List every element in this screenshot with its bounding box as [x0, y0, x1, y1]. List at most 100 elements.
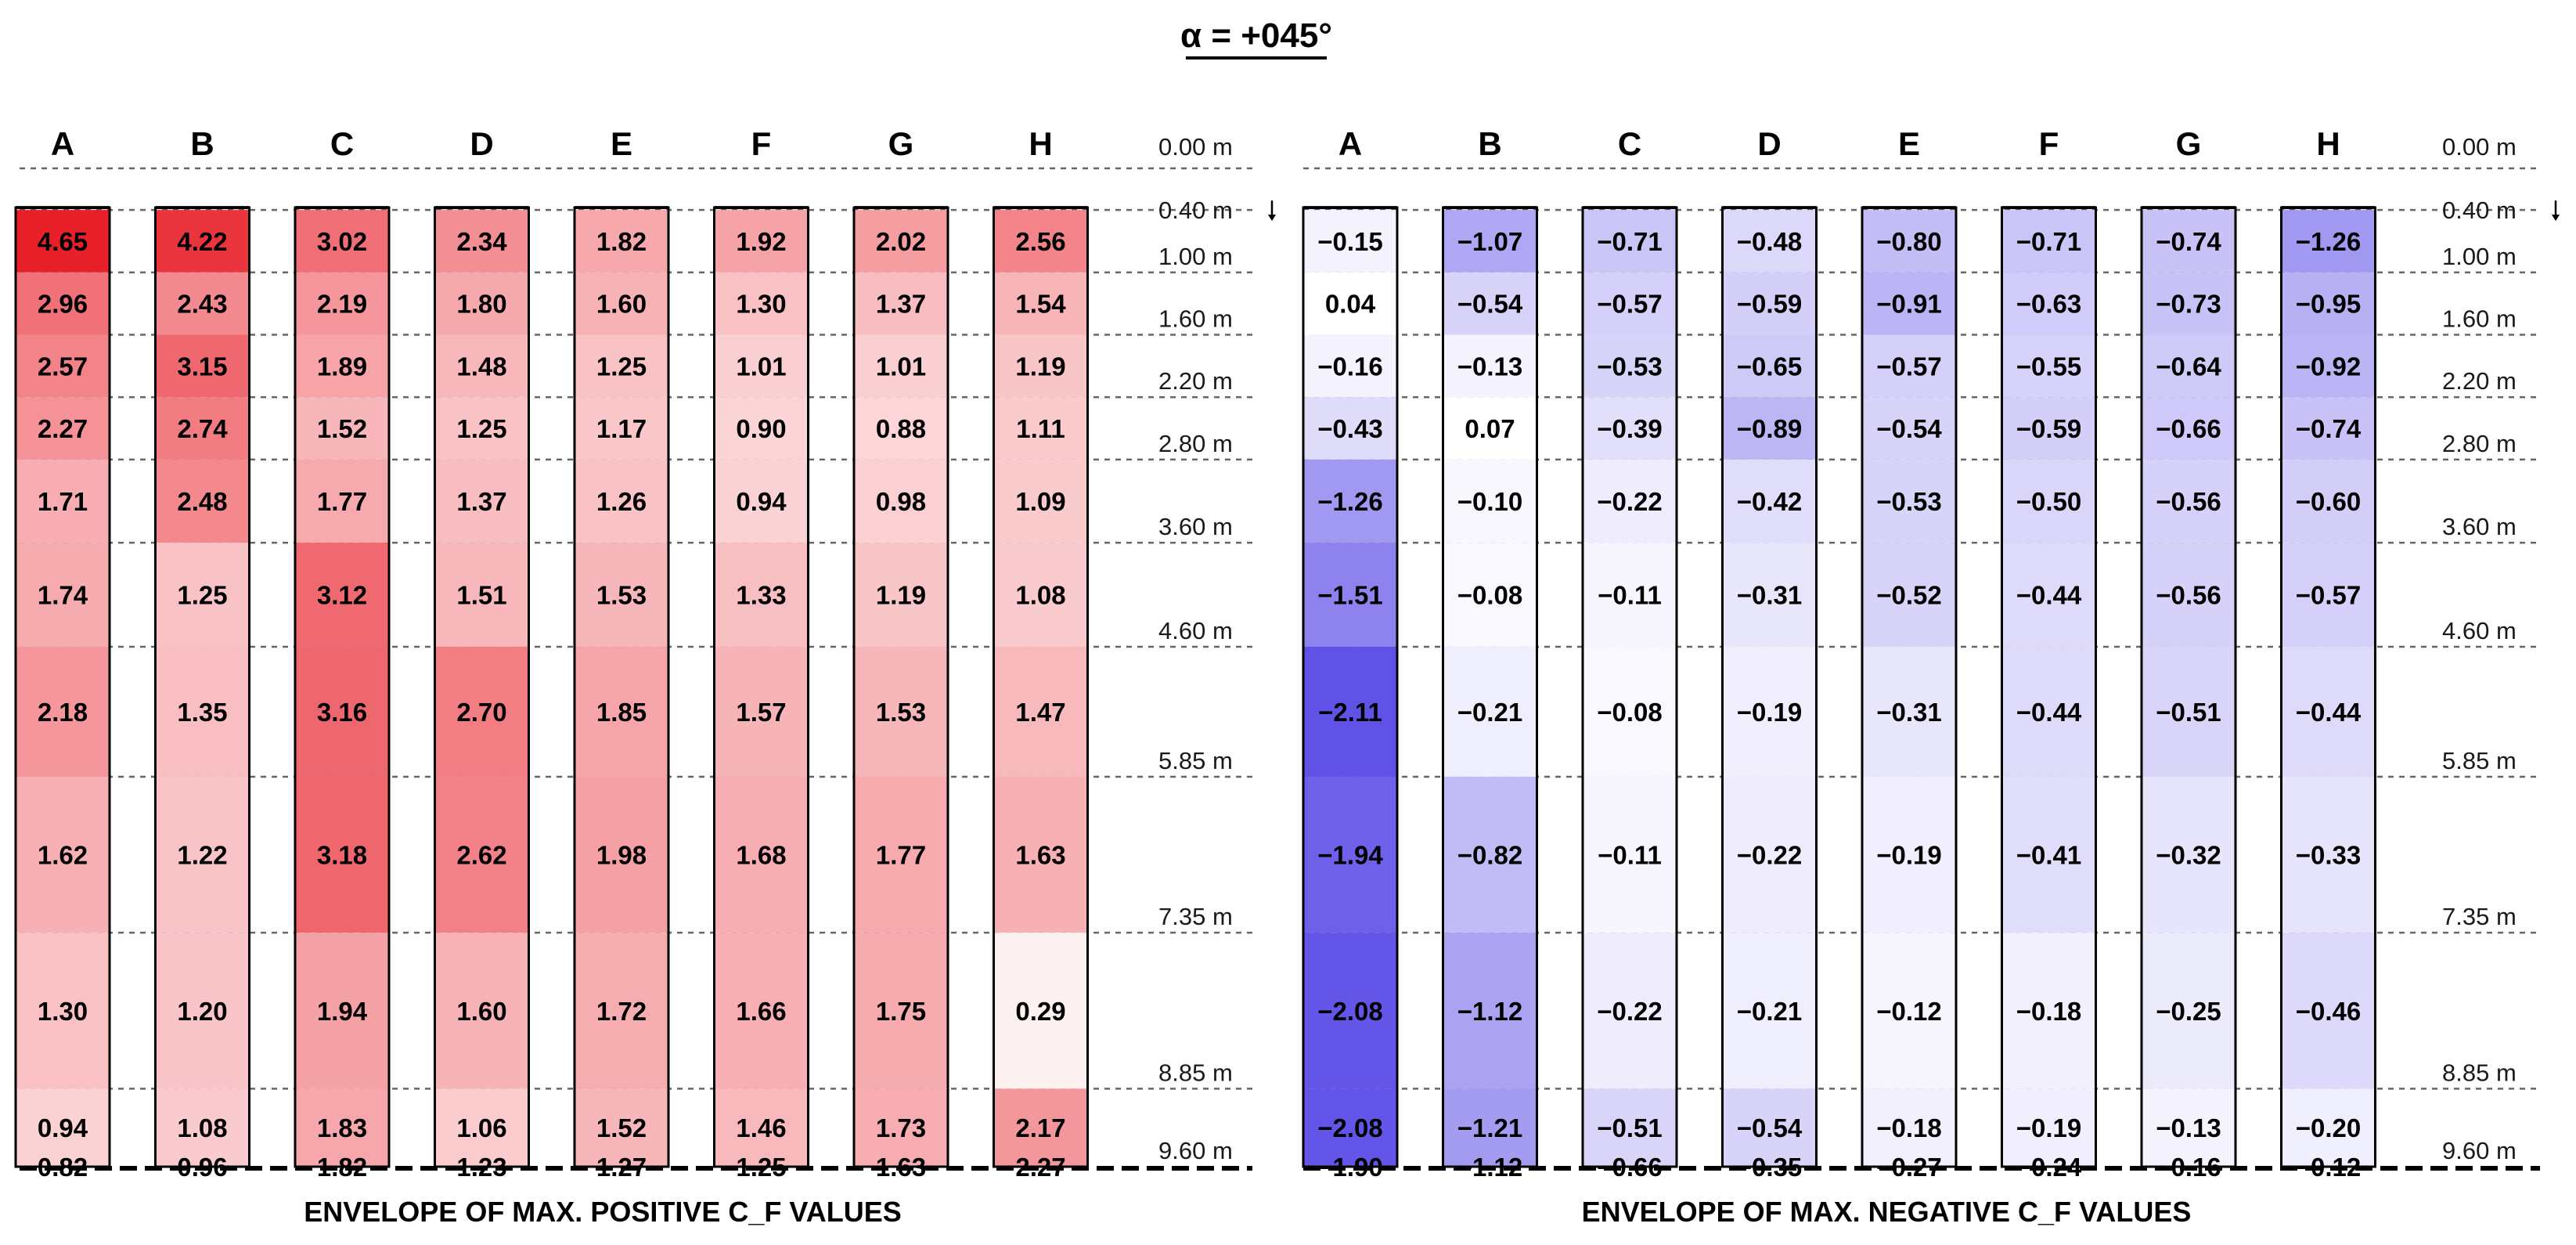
column-header: F	[2039, 125, 2059, 162]
heat-cell	[854, 459, 948, 543]
cell-value-label: 0.98	[876, 487, 926, 516]
heat-cell	[993, 210, 1088, 272]
cell-value-label: −0.21	[1457, 698, 1523, 727]
cell-value-label: −0.56	[2156, 487, 2221, 516]
heat-cell	[2142, 646, 2236, 777]
heat-cell	[714, 543, 809, 647]
cell-value-label: −0.52	[1876, 581, 1942, 610]
heat-cell	[854, 334, 948, 398]
heat-cell	[1303, 272, 1397, 335]
cell-value-label: 1.25	[177, 581, 227, 610]
heat-cell	[1583, 272, 1677, 335]
heat-cell	[1722, 397, 1817, 460]
cell-value-label: −0.82	[1457, 841, 1523, 870]
heat-cell	[16, 1088, 110, 1167]
cell-value-label: −2.08	[1317, 1113, 1383, 1142]
heat-cell	[1722, 646, 1817, 777]
heat-cell	[295, 397, 389, 460]
cell-value-label: 2.70	[456, 698, 506, 727]
cell-value-label: −0.56	[2156, 581, 2221, 610]
heat-cell	[714, 397, 809, 460]
cell-value-label: −0.11	[1598, 581, 1662, 610]
heat-cell	[714, 272, 809, 335]
cell-value-label: 1.47	[1015, 698, 1065, 727]
cell-value-label: 1.53	[876, 698, 926, 727]
cell-value-label: −0.41	[2016, 841, 2082, 870]
depth-label: 1.00 m	[2442, 243, 2517, 270]
heat-cell	[434, 272, 529, 335]
heat-cell	[1443, 543, 1537, 647]
cell-value-label: 1.11	[1016, 414, 1065, 443]
depth-label: 1.00 m	[1158, 243, 1233, 270]
heat-cell	[2001, 776, 2096, 933]
heat-cell	[16, 272, 110, 335]
cell-value-label: 1.37	[456, 487, 506, 516]
cell-value-label: 1.01	[736, 352, 786, 381]
heat-cell	[1303, 776, 1397, 933]
cell-value-label: −0.65	[1737, 352, 1803, 381]
heat-cell	[2281, 459, 2376, 543]
heat-cell	[1583, 933, 1677, 1089]
heat-cell	[1862, 397, 1956, 460]
heat-cell	[2281, 776, 2376, 933]
heat-cell	[854, 272, 948, 335]
cell-value-label: 2.48	[177, 487, 227, 516]
cell-value-label: 1.94	[317, 997, 368, 1026]
heat-cell	[1443, 459, 1537, 543]
depth-label: 1.60 m	[1158, 305, 1233, 333]
column-header: A	[51, 125, 74, 162]
cell-value-label: −0.18	[2016, 997, 2082, 1026]
heat-cell	[575, 933, 668, 1089]
heat-cell	[714, 933, 809, 1089]
heat-cell	[714, 459, 809, 543]
depth-label: 2.80 m	[2442, 430, 2517, 457]
heat-cell	[575, 210, 668, 272]
cell-value-label: 1.19	[876, 581, 926, 610]
cell-value-label: −0.53	[1876, 487, 1942, 516]
cell-value-label: −2.11	[1318, 698, 1382, 727]
heat-cell	[434, 210, 529, 272]
cell-value-label: 1.71	[38, 487, 88, 516]
heat-cell	[993, 543, 1088, 647]
heat-cell	[1862, 1088, 1956, 1167]
depth-label: 2.20 m	[2442, 367, 2517, 395]
panel-positive: A 4.65 2.96 2.57 2.27 1.71 1.74 2.18 1.62 1.30 0.9…	[14, 125, 1276, 1228]
cell-value-label: −0.10	[1457, 487, 1523, 516]
depth-label: 8.85 m	[1158, 1059, 1233, 1086]
heat-cell	[16, 933, 110, 1089]
cell-value-label: 2.02	[876, 227, 926, 256]
heat-cell	[16, 459, 110, 543]
cell-value-label: 2.56	[1015, 227, 1065, 256]
column-header: F	[751, 125, 772, 162]
heat-cell	[1303, 210, 1397, 272]
cell-value-label: −0.33	[2296, 841, 2362, 870]
cell-value-label: −0.51	[1597, 1113, 1663, 1142]
heat-cell	[2281, 272, 2376, 335]
cell-value-label: −0.59	[1737, 290, 1803, 319]
heat-cell	[295, 334, 389, 398]
heat-cell	[854, 543, 948, 647]
heat-cell	[1583, 543, 1677, 647]
cell-value-label: 2.18	[38, 698, 88, 727]
cell-value-label: −1.51	[1317, 581, 1383, 610]
heat-cell	[1722, 272, 1817, 335]
cell-value-label: 1.26	[596, 487, 647, 516]
cell-value-label: 1.08	[1015, 581, 1065, 610]
cell-value-label: −0.95	[2296, 290, 2362, 319]
cell-value-label: −0.46	[2296, 997, 2362, 1026]
heat-cell	[993, 776, 1088, 933]
heat-cell	[2001, 272, 2096, 335]
cell-value-label: −0.71	[2016, 227, 2082, 256]
cell-value-label: −0.80	[1876, 227, 1942, 256]
heat-cell	[1862, 776, 1956, 933]
depth-label: 9.60 m	[1158, 1137, 1233, 1164]
heat-cell	[993, 646, 1088, 777]
heat-cell	[854, 646, 948, 777]
cell-value-label: 1.77	[317, 487, 367, 516]
depth-label: 1.60 m	[2442, 305, 2517, 333]
cell-value-label: −0.20	[2296, 1113, 2362, 1142]
heat-cell	[1443, 646, 1537, 777]
heat-cell	[1303, 543, 1397, 647]
cell-value-label: −0.55	[2016, 352, 2082, 381]
heat-cell	[2001, 933, 2096, 1089]
